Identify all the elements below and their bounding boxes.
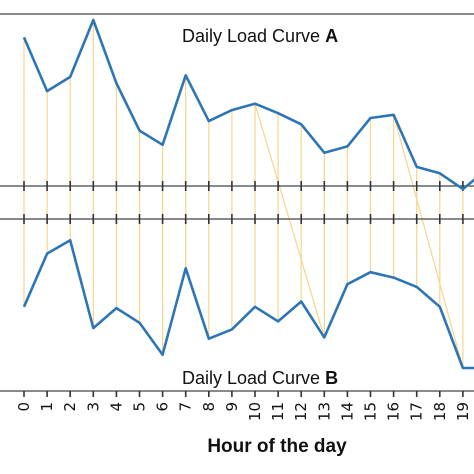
x-tick-label-18: 18 <box>431 402 449 421</box>
x-tick-label-14: 14 <box>338 402 356 421</box>
x-tick-label-15: 15 <box>362 402 380 421</box>
x-tick-label-9: 9 <box>223 402 241 412</box>
series-b-label: Daily Load Curve B <box>182 368 338 388</box>
x-tick-label-16: 16 <box>385 402 403 421</box>
x-tick-label-2: 2 <box>61 402 79 412</box>
x-tick-label-8: 8 <box>200 402 218 412</box>
connector-line-11 <box>254 103 325 338</box>
x-tick-label-5: 5 <box>131 402 149 412</box>
x-tick-label-1: 1 <box>38 402 56 412</box>
x-tick-label-7: 7 <box>177 402 195 412</box>
axis-ticks <box>23 181 464 397</box>
x-tick-label-6: 6 <box>154 402 172 412</box>
series-b-line <box>22 239 474 370</box>
series-a-label: Daily Load Curve A <box>182 26 338 46</box>
x-tick-label-12: 12 <box>292 402 310 421</box>
x-tick-labels: 0 1 2 3 4 5 6 7 8 9 10 11 12 13 14 15 16 17 18 19 <box>15 402 472 421</box>
connector-line-18 <box>393 114 464 369</box>
x-axis-label: Hour of the day <box>207 436 347 457</box>
x-tick-label-3: 3 <box>84 402 102 412</box>
x-tick-label-10: 10 <box>246 402 264 421</box>
series-a-line <box>22 18 474 191</box>
x-tick-label-11: 11 <box>269 402 287 421</box>
x-tick-label-19: 19 <box>454 402 472 421</box>
x-tick-label-4: 4 <box>107 402 125 412</box>
x-tick-label-0: 0 <box>15 402 33 412</box>
x-tick-label-13: 13 <box>315 402 333 421</box>
x-tick-label-17: 17 <box>408 402 426 421</box>
